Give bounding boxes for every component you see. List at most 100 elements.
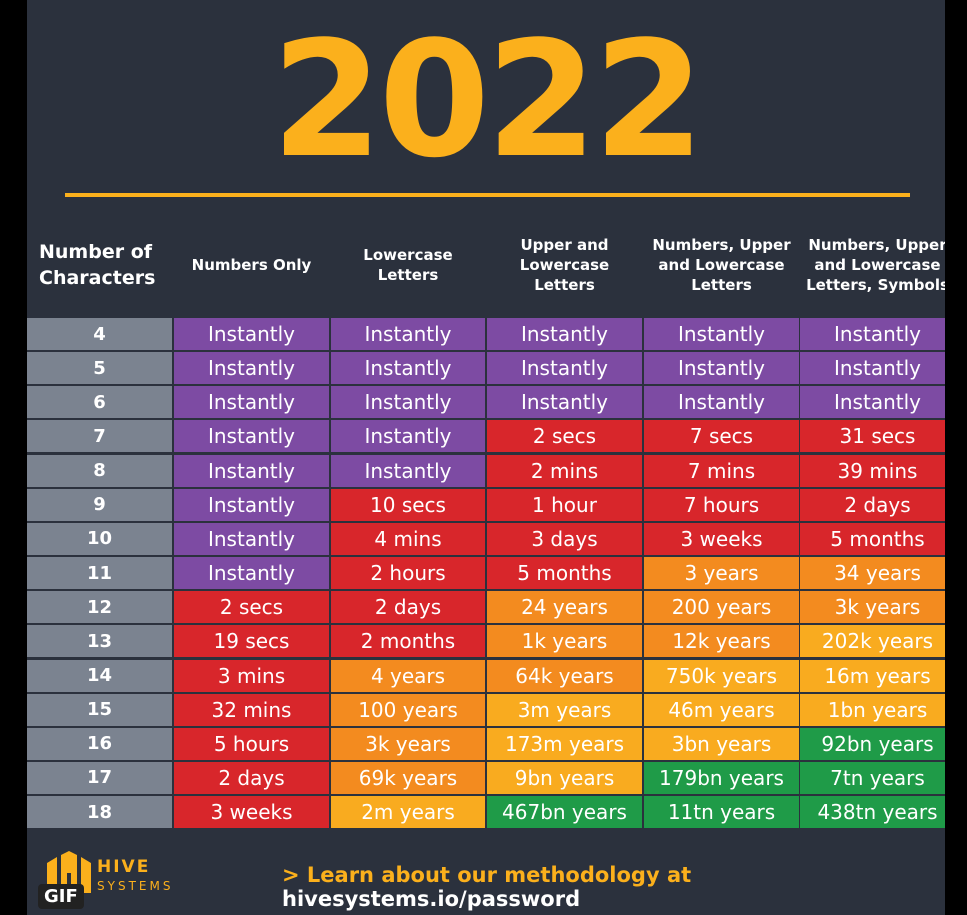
divider <box>65 193 910 197</box>
table-cell: 34 years <box>800 557 945 590</box>
table-cell: Instantly <box>331 420 485 453</box>
row-header: 16 <box>27 727 172 760</box>
table-cell: 2 secs <box>174 591 329 624</box>
table-cell: 3k years <box>800 591 945 624</box>
table-cell: Instantly <box>174 557 329 590</box>
table-cell: 2 days <box>800 488 945 521</box>
row-header: 15 <box>27 693 172 726</box>
column-header: Upper and Lowercase Letters <box>519 236 610 294</box>
row-header: 13 <box>27 625 172 658</box>
table-cell: Instantly <box>487 352 642 385</box>
table-cell: 2 months <box>331 625 485 658</box>
table-cell: 100 years <box>331 693 485 726</box>
infographic: 2022 Number of Characters Numbers Only Low… <box>27 0 945 915</box>
table-cell: 9bn years <box>487 761 642 794</box>
table-cell: 1 hour <box>487 488 642 521</box>
table-cell: Instantly <box>331 386 485 419</box>
row-header: 11 <box>27 557 172 590</box>
footer: HIVE SYSTEMS > Learn about our methodolo… <box>27 845 945 911</box>
table-cell: 3 years <box>644 557 799 590</box>
table-cell: 4 mins <box>331 522 485 555</box>
table-cell: 7tn years <box>800 761 945 794</box>
table-cell: Instantly <box>800 386 945 419</box>
table-cell: 2 mins <box>487 454 642 487</box>
column-header: Numbers Only <box>191 256 312 274</box>
row-header: 10 <box>27 522 172 555</box>
table-cell: 46m years <box>644 693 799 726</box>
table-cell: 16m years <box>800 659 945 692</box>
row-header: 12 <box>27 591 172 624</box>
table-cell: Instantly <box>331 318 485 350</box>
table-cell: Instantly <box>331 454 485 487</box>
table-cell: 7 hours <box>644 488 799 521</box>
table-cell: 3k years <box>331 727 485 760</box>
table-cell: Instantly <box>174 318 329 350</box>
table-cell: Instantly <box>644 386 799 419</box>
row-header: 4 <box>27 318 172 350</box>
table-cell: 750k years <box>644 659 799 692</box>
row-header: 18 <box>27 796 172 829</box>
row-header: 6 <box>27 386 172 419</box>
column-header: Number of Characters <box>39 241 156 289</box>
table-cell: 3 weeks <box>644 522 799 555</box>
table-cell: 2 days <box>331 591 485 624</box>
table-cell: Instantly <box>487 386 642 419</box>
table-cell: Instantly <box>174 488 329 521</box>
table-cell: 2 days <box>174 761 329 794</box>
table-cell: Instantly <box>174 352 329 385</box>
table-cell: 10 secs <box>331 488 485 521</box>
table-cell: 179bn years <box>644 761 799 794</box>
table-cell: 19 secs <box>174 625 329 658</box>
table-cell: 202k years <box>800 625 945 658</box>
table-cell: 1bn years <box>800 693 945 726</box>
table-cell: 3 weeks <box>174 796 329 829</box>
table-cell: 4 years <box>331 659 485 692</box>
gif-badge: GIF <box>38 884 84 909</box>
footer-link[interactable]: hivesystems.io/password <box>282 887 581 911</box>
table-cell: 5 months <box>487 557 642 590</box>
table-cell: Instantly <box>644 318 799 350</box>
table-cell: Instantly <box>331 352 485 385</box>
column-header: Lowercase Letters <box>363 246 453 284</box>
row-header: 9 <box>27 488 172 521</box>
table-cell: 1k years <box>487 625 642 658</box>
table-cell: Instantly <box>174 522 329 555</box>
table-cell: 32 mins <box>174 693 329 726</box>
row-header: 17 <box>27 761 172 794</box>
row-header: 7 <box>27 420 172 453</box>
table-cell: 438tn years <box>800 796 945 829</box>
logo-icon <box>47 851 91 893</box>
table-cell: 467bn years <box>487 796 642 829</box>
table-cell: 12k years <box>644 625 799 658</box>
table-cell: 173m years <box>487 727 642 760</box>
table-cell: Instantly <box>644 352 799 385</box>
footer-text: > Learn about our methodology at hivesys… <box>282 863 945 911</box>
table-cell: 64k years <box>487 659 642 692</box>
table-cell: 7 mins <box>644 454 799 487</box>
table-cell: Instantly <box>174 420 329 453</box>
logo-sub: SYSTEMS <box>97 879 174 893</box>
table-cell: Instantly <box>800 318 945 350</box>
logo-name: HIVE <box>97 857 151 877</box>
table-cell: 2 hours <box>331 557 485 590</box>
table-cell: 5 months <box>800 522 945 555</box>
table-cell: 24 years <box>487 591 642 624</box>
table-cell: 7 secs <box>644 420 799 453</box>
table-cell: 3m years <box>487 693 642 726</box>
table-cell: Instantly <box>800 352 945 385</box>
table-cell: Instantly <box>487 318 642 350</box>
table-cell: 2 secs <box>487 420 642 453</box>
table-cell: 3 mins <box>174 659 329 692</box>
title: 2022 <box>271 6 704 193</box>
table-cell: 92bn years <box>800 727 945 760</box>
row-header: 14 <box>27 659 172 692</box>
table-cell: 2m years <box>331 796 485 829</box>
table-cell: 3 days <box>487 522 642 555</box>
column-header: Numbers, Upper and Lowercase Letters, Sy… <box>806 236 945 294</box>
table-cell: 69k years <box>331 761 485 794</box>
table-cell: Instantly <box>174 454 329 487</box>
table-cell: 3bn years <box>644 727 799 760</box>
table-cell: 11tn years <box>644 796 799 829</box>
row-header: 8 <box>27 454 172 487</box>
